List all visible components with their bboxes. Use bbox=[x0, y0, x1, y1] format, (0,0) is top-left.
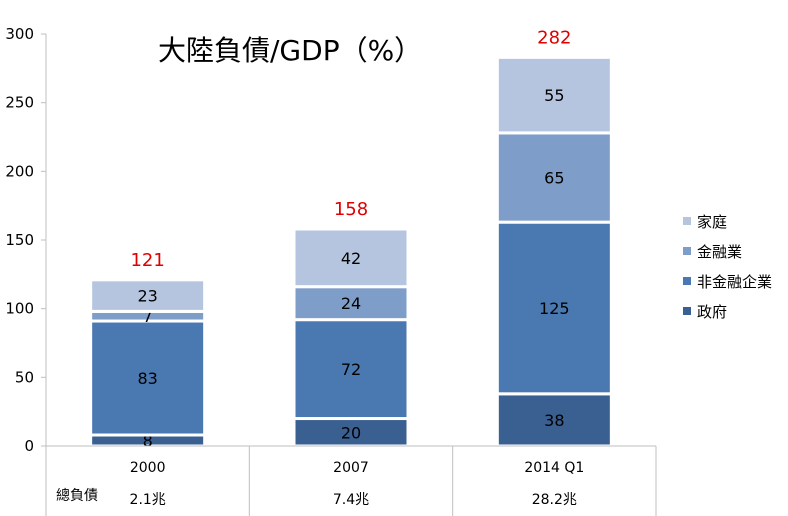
bar-segment bbox=[495, 392, 613, 448]
table-cell: 2.1兆 bbox=[130, 492, 166, 508]
y-tick-label: 250 bbox=[5, 94, 34, 112]
total-label: 282 bbox=[537, 27, 571, 48]
data-label: 8 bbox=[143, 432, 153, 451]
legend-label: 家庭 bbox=[697, 213, 727, 231]
x-tick-label: 2014 Q1 bbox=[524, 460, 584, 476]
data-label: 125 bbox=[539, 299, 570, 318]
chart-title: 大陸負債/GDP（%） bbox=[158, 34, 422, 67]
data-label: 42 bbox=[341, 249, 361, 268]
y-tick-label: 300 bbox=[5, 25, 34, 43]
total-label: 121 bbox=[130, 250, 164, 271]
legend-label: 非金融企業 bbox=[697, 273, 772, 291]
bar-segment bbox=[292, 285, 410, 322]
data-label: 55 bbox=[544, 86, 564, 105]
data-label: 83 bbox=[137, 369, 157, 388]
legend-swatch bbox=[683, 277, 691, 285]
legend-swatch bbox=[683, 217, 691, 225]
legend-label: 金融業 bbox=[697, 243, 742, 261]
data-label: 23 bbox=[137, 287, 157, 306]
x-tick-label: 2000 bbox=[130, 460, 166, 476]
data-label: 72 bbox=[341, 360, 361, 379]
y-tick-label: 150 bbox=[5, 231, 34, 249]
data-label: 24 bbox=[341, 294, 361, 313]
table-row-label: 總負債 bbox=[56, 487, 98, 504]
bar-segment bbox=[495, 220, 613, 396]
data-label: 38 bbox=[544, 411, 564, 430]
legend-swatch bbox=[683, 307, 691, 315]
data-label: 65 bbox=[544, 169, 564, 188]
bar-segment bbox=[495, 55, 613, 135]
y-tick-label: 100 bbox=[5, 300, 34, 318]
y-tick-label: 200 bbox=[5, 162, 34, 180]
legend-swatch bbox=[683, 247, 691, 255]
y-tick-label: 0 bbox=[24, 437, 34, 455]
data-label: 7 bbox=[143, 307, 153, 326]
table-cell: 7.4兆 bbox=[333, 492, 369, 508]
total-label: 158 bbox=[334, 199, 368, 220]
bar-segment bbox=[89, 278, 207, 313]
legend-label: 政府 bbox=[697, 303, 727, 321]
bar-segment bbox=[292, 227, 410, 289]
data-label: 20 bbox=[341, 423, 361, 442]
x-tick-label: 2007 bbox=[333, 460, 369, 476]
y-tick-label: 50 bbox=[15, 368, 34, 386]
table-cell: 28.2兆 bbox=[532, 492, 577, 508]
